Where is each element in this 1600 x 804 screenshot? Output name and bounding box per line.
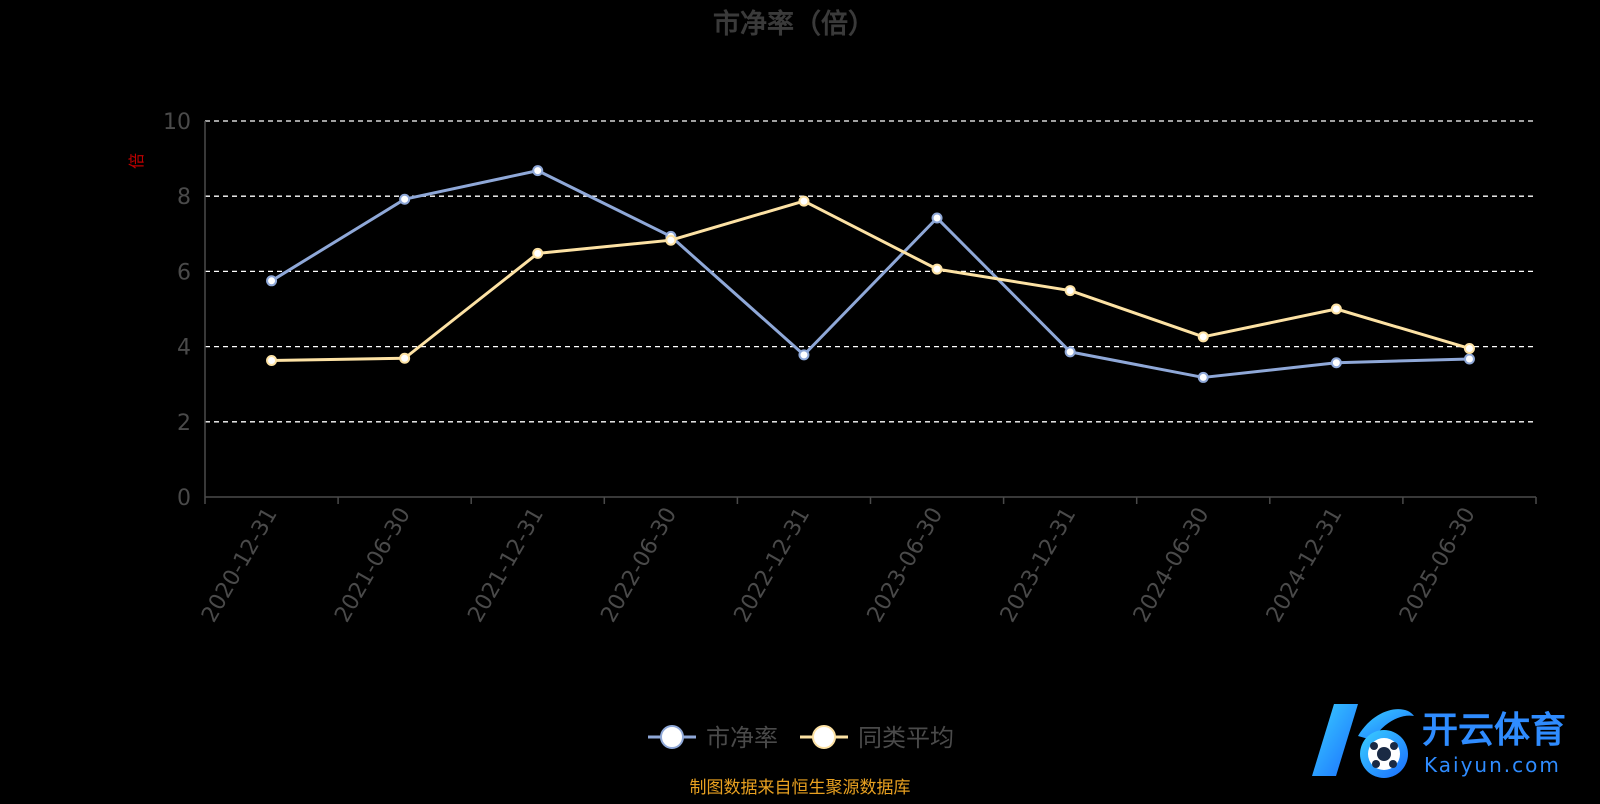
data-point[interactable] xyxy=(1463,353,1475,365)
legend-marker xyxy=(812,725,836,749)
x-tick-label: 2021-12-31 xyxy=(463,504,549,627)
y-tick-label: 6 xyxy=(177,260,191,285)
legend-label: 市净率 xyxy=(706,724,778,752)
grid-lines xyxy=(205,120,1536,423)
series-2 xyxy=(266,195,1475,367)
watermark-brand-en: Kaiyun.com xyxy=(1424,753,1561,777)
source-note: 制图数据来自恒生聚源数据库 xyxy=(690,778,911,798)
x-tick-label: 2020-12-31 xyxy=(197,504,283,627)
data-point[interactable] xyxy=(266,275,278,287)
series-line xyxy=(270,169,1470,379)
x-tick-label: 2024-12-31 xyxy=(1262,504,1348,627)
chart-title: 市净率（倍） xyxy=(713,8,875,40)
data-point[interactable] xyxy=(399,193,411,205)
y-tick-label: 8 xyxy=(177,185,191,210)
watermark-logo: 开云体育 Kaiyun.com xyxy=(1306,696,1586,786)
x-tick-label: 2023-12-31 xyxy=(996,504,1082,627)
data-point[interactable] xyxy=(1197,331,1209,343)
data-point[interactable] xyxy=(266,355,278,367)
x-tick-label: 2025-06-30 xyxy=(1395,504,1481,627)
data-point[interactable] xyxy=(931,263,943,275)
data-point[interactable] xyxy=(532,247,544,259)
watermark-brand-cn: 开云体育 xyxy=(1422,710,1566,751)
legend-item-2[interactable]: 同类平均 xyxy=(800,724,954,752)
y-tick-label: 2 xyxy=(177,411,191,436)
x-tick-label: 2022-12-31 xyxy=(730,504,816,627)
x-tick-label: 2021-06-30 xyxy=(330,504,416,627)
data-point[interactable] xyxy=(931,212,943,224)
x-tick-label: 2024-06-30 xyxy=(1129,504,1215,627)
y-tick-label: 10 xyxy=(163,110,191,135)
legend-marker xyxy=(660,725,684,749)
x-tick-label: 2022-06-30 xyxy=(596,504,682,627)
legend-label: 同类平均 xyxy=(858,724,954,752)
data-point[interactable] xyxy=(1064,285,1076,297)
data-point[interactable] xyxy=(1330,303,1342,315)
data-point[interactable] xyxy=(399,352,411,364)
data-point[interactable] xyxy=(1064,346,1076,358)
axes: 0 2 4 6 8 10 2020-12-31 2021-06-30 2021-12-31 202… xyxy=(163,110,1537,627)
data-point[interactable] xyxy=(665,234,677,246)
data-point[interactable] xyxy=(1197,371,1209,383)
k-logo-icon xyxy=(1312,704,1414,778)
series-line xyxy=(271,199,1470,363)
legend[interactable]: 市净率 同类平均 xyxy=(648,724,954,752)
x-tick-label: 2023-06-30 xyxy=(863,504,949,627)
data-point[interactable] xyxy=(1330,357,1342,369)
data-point[interactable] xyxy=(798,349,810,361)
series-lines xyxy=(266,165,1475,383)
y-tick-label: 4 xyxy=(177,336,191,361)
y-axis-label: 倍 xyxy=(127,153,146,169)
data-point[interactable] xyxy=(1463,342,1475,354)
legend-item-1[interactable]: 市净率 xyxy=(648,724,778,752)
series-1 xyxy=(266,165,1475,383)
y-tick-label: 0 xyxy=(177,486,191,511)
data-point[interactable] xyxy=(798,195,810,207)
data-point[interactable] xyxy=(532,165,544,177)
